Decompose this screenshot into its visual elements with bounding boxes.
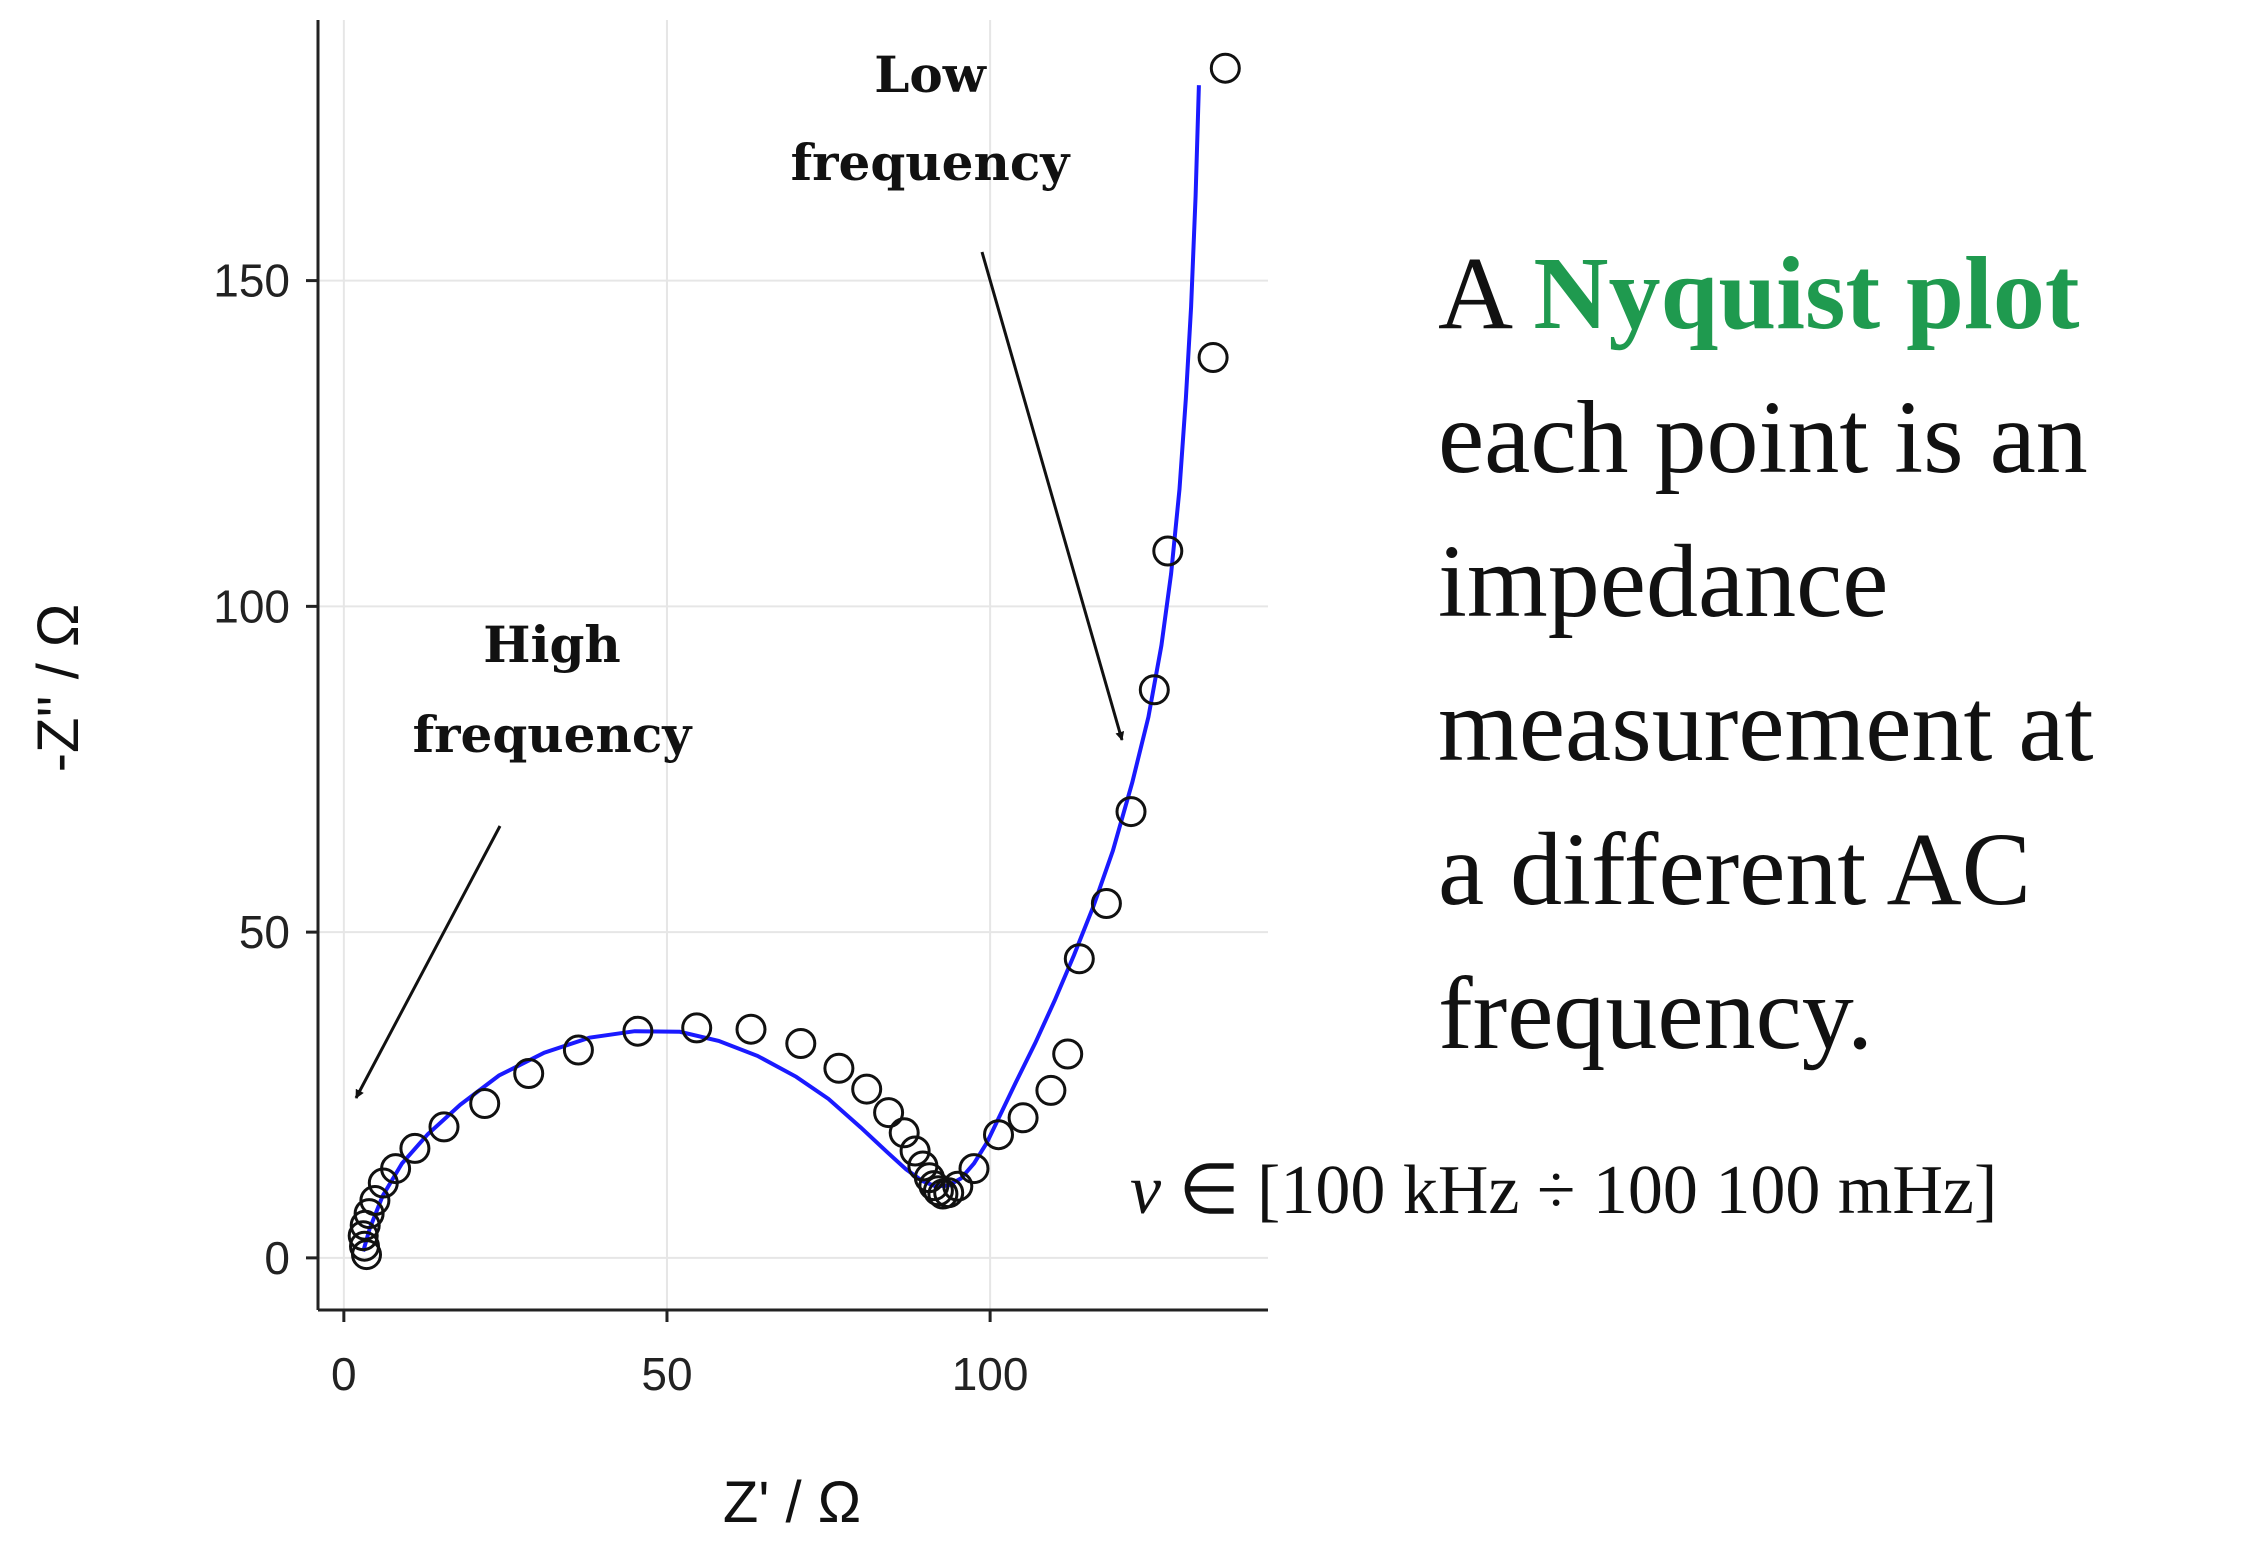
description-line-5: a different AC bbox=[1438, 812, 2032, 927]
data-point bbox=[983, 1119, 1014, 1151]
high-frequency-label-line1: High bbox=[483, 615, 621, 674]
ticks: 0 50 100 0 50 100 150 bbox=[213, 255, 1028, 1400]
data-point bbox=[888, 1117, 920, 1149]
data-point bbox=[942, 1170, 974, 1202]
data-point bbox=[1115, 796, 1147, 828]
data-point bbox=[735, 1013, 767, 1045]
frequency-range: ν ∈ [100 kHz ÷ 100 100 mHz] bbox=[1130, 1148, 2245, 1231]
description-prefix: A bbox=[1438, 236, 1534, 351]
description-line-1: A Nyquist plot bbox=[1438, 222, 2238, 366]
x-axis-title: Z' / Ω bbox=[723, 1470, 861, 1535]
data-point bbox=[1197, 342, 1229, 373]
high-frequency-label-line2: frequency bbox=[413, 705, 694, 764]
grid bbox=[318, 20, 1268, 1310]
frequency-symbol: ν bbox=[1130, 1152, 1162, 1229]
x-tick-label: 50 bbox=[641, 1348, 692, 1400]
y-tick-label: 0 bbox=[264, 1232, 290, 1284]
description-line-3: impedance bbox=[1438, 524, 1889, 639]
x-tick-label: 0 bbox=[331, 1348, 357, 1400]
data-point bbox=[1152, 535, 1184, 567]
data-point bbox=[958, 1153, 990, 1185]
y-tick-label: 150 bbox=[213, 255, 290, 307]
high-frequency-arrow bbox=[354, 825, 502, 1099]
data-point bbox=[785, 1028, 817, 1059]
low-frequency-label-line2: frequency bbox=[791, 133, 1072, 192]
data-point bbox=[1063, 943, 1095, 975]
low-frequency-label-line1: Low bbox=[874, 45, 988, 104]
data-point bbox=[823, 1052, 855, 1084]
data-point bbox=[1035, 1074, 1067, 1106]
nyquist-chart: 0 50 100 0 50 100 150 Z' / Ω -Z'' / Ω High fre… bbox=[26, 20, 1268, 1535]
data-point bbox=[349, 1230, 380, 1262]
data-point bbox=[1052, 1038, 1084, 1070]
data-point bbox=[899, 1135, 931, 1167]
description-text: A Nyquist plot each point is an impedanc… bbox=[1438, 222, 2238, 1086]
data-point bbox=[851, 1073, 883, 1105]
data-point bbox=[513, 1058, 545, 1089]
data-point bbox=[1138, 674, 1170, 706]
data-point bbox=[1090, 888, 1122, 919]
x-tick-label: 100 bbox=[952, 1348, 1029, 1400]
axes bbox=[316, 20, 1268, 1312]
data-points bbox=[347, 52, 1241, 1271]
data-point bbox=[918, 1170, 950, 1202]
data-point bbox=[380, 1153, 412, 1185]
data-point bbox=[399, 1132, 431, 1164]
y-tick-label: 100 bbox=[213, 580, 290, 632]
data-point bbox=[359, 1185, 391, 1216]
description-line-6: frequency. bbox=[1438, 956, 1873, 1071]
frequency-range-text: ∈ [100 kHz ÷ 100 100 mHz] bbox=[1161, 1152, 1998, 1229]
data-point bbox=[347, 1220, 379, 1252]
data-point bbox=[922, 1175, 954, 1207]
data-point bbox=[622, 1015, 654, 1047]
y-axis-title: -Z'' / Ω bbox=[26, 604, 91, 773]
data-point bbox=[681, 1012, 713, 1044]
data-point bbox=[1007, 1102, 1039, 1134]
data-point bbox=[562, 1034, 594, 1066]
y-tick-label: 50 bbox=[239, 906, 290, 958]
low-frequency-arrow bbox=[980, 251, 1125, 741]
nyquist-plot-highlight: Nyquist plot bbox=[1533, 236, 2080, 351]
description-line-2: each point is an bbox=[1438, 380, 2088, 495]
data-point bbox=[1209, 52, 1241, 84]
data-point bbox=[428, 1111, 460, 1143]
data-point bbox=[933, 1177, 965, 1209]
data-point bbox=[469, 1088, 501, 1119]
data-point bbox=[873, 1097, 905, 1129]
description-line-4: measurement at bbox=[1438, 668, 2094, 783]
